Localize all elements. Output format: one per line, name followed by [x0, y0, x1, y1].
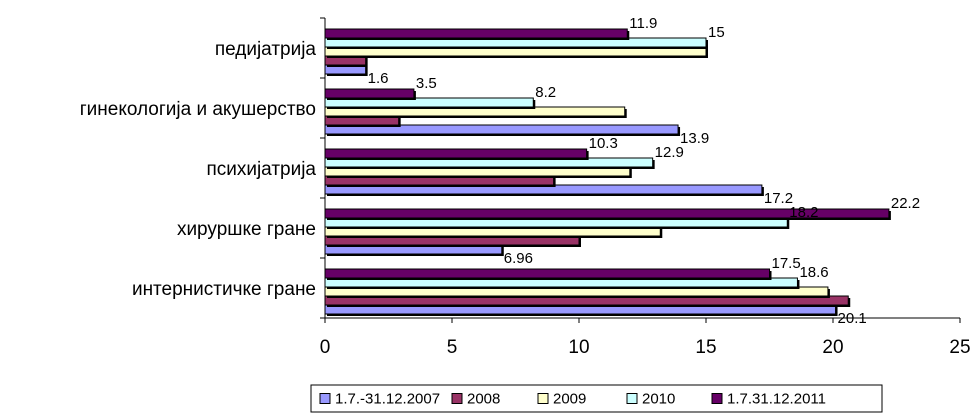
- x-tick-label: 25: [949, 337, 970, 358]
- bar-4-3: [324, 88, 415, 99]
- data-label: 11.9: [629, 15, 657, 32]
- data-label: 10.3: [589, 135, 618, 152]
- x-tick-label: 0: [320, 337, 331, 358]
- legend-swatch: [319, 393, 331, 404]
- data-label: 8.2: [535, 84, 556, 101]
- legend-swatch: [451, 393, 463, 404]
- x-tick-label: 20: [822, 337, 843, 358]
- data-label: 1.6: [368, 70, 389, 87]
- legend-box: [310, 384, 883, 413]
- category-label: гинекологија и акушерство: [80, 99, 316, 120]
- data-label: 3.5: [416, 75, 437, 92]
- data-label: 18.2: [789, 204, 818, 221]
- legend-swatch: [711, 393, 723, 404]
- data-label: 20.1: [838, 310, 867, 327]
- legend-swatch: [537, 393, 549, 404]
- axes-layer: [320, 17, 961, 323]
- category-label: хируршке гране: [177, 219, 316, 240]
- legend-label: 2009: [553, 391, 586, 408]
- x-tick-label: 15: [695, 337, 716, 358]
- data-label: 18.6: [799, 264, 828, 281]
- category-label: психијатрија: [206, 159, 316, 180]
- data-label: 6.96: [504, 250, 533, 267]
- legend-swatch: [626, 393, 638, 404]
- legend-label: 2008: [467, 391, 500, 408]
- labels-layer: 0 5 10 15 20 25 интернистичке гране хируршке гр…: [80, 15, 971, 358]
- data-label: 17.5: [772, 255, 801, 272]
- data-label: 12.9: [655, 144, 684, 161]
- data-label: 17.2: [764, 190, 793, 207]
- legend-label: 1.7.-31.12.2007: [335, 391, 440, 408]
- bar-4-0: [324, 268, 770, 279]
- legend-label: 1.7.31.12.2011: [727, 391, 826, 408]
- data-label: 13.9: [680, 130, 709, 147]
- category-label: интернистичке гране: [132, 279, 316, 300]
- x-tick-label: 5: [447, 337, 458, 358]
- legend: 1.7.-31.12.2007 2008 2009 2010 1.7.31.12.201…: [310, 384, 883, 413]
- data-label: 22.2: [891, 195, 920, 212]
- bar-4-4: [324, 28, 628, 39]
- x-tick-label: 10: [568, 337, 589, 358]
- legend-label: 2010: [642, 391, 675, 408]
- category-label: педијатрија: [215, 39, 317, 60]
- bar-4-2: [324, 148, 588, 159]
- data-label: 15: [708, 24, 725, 41]
